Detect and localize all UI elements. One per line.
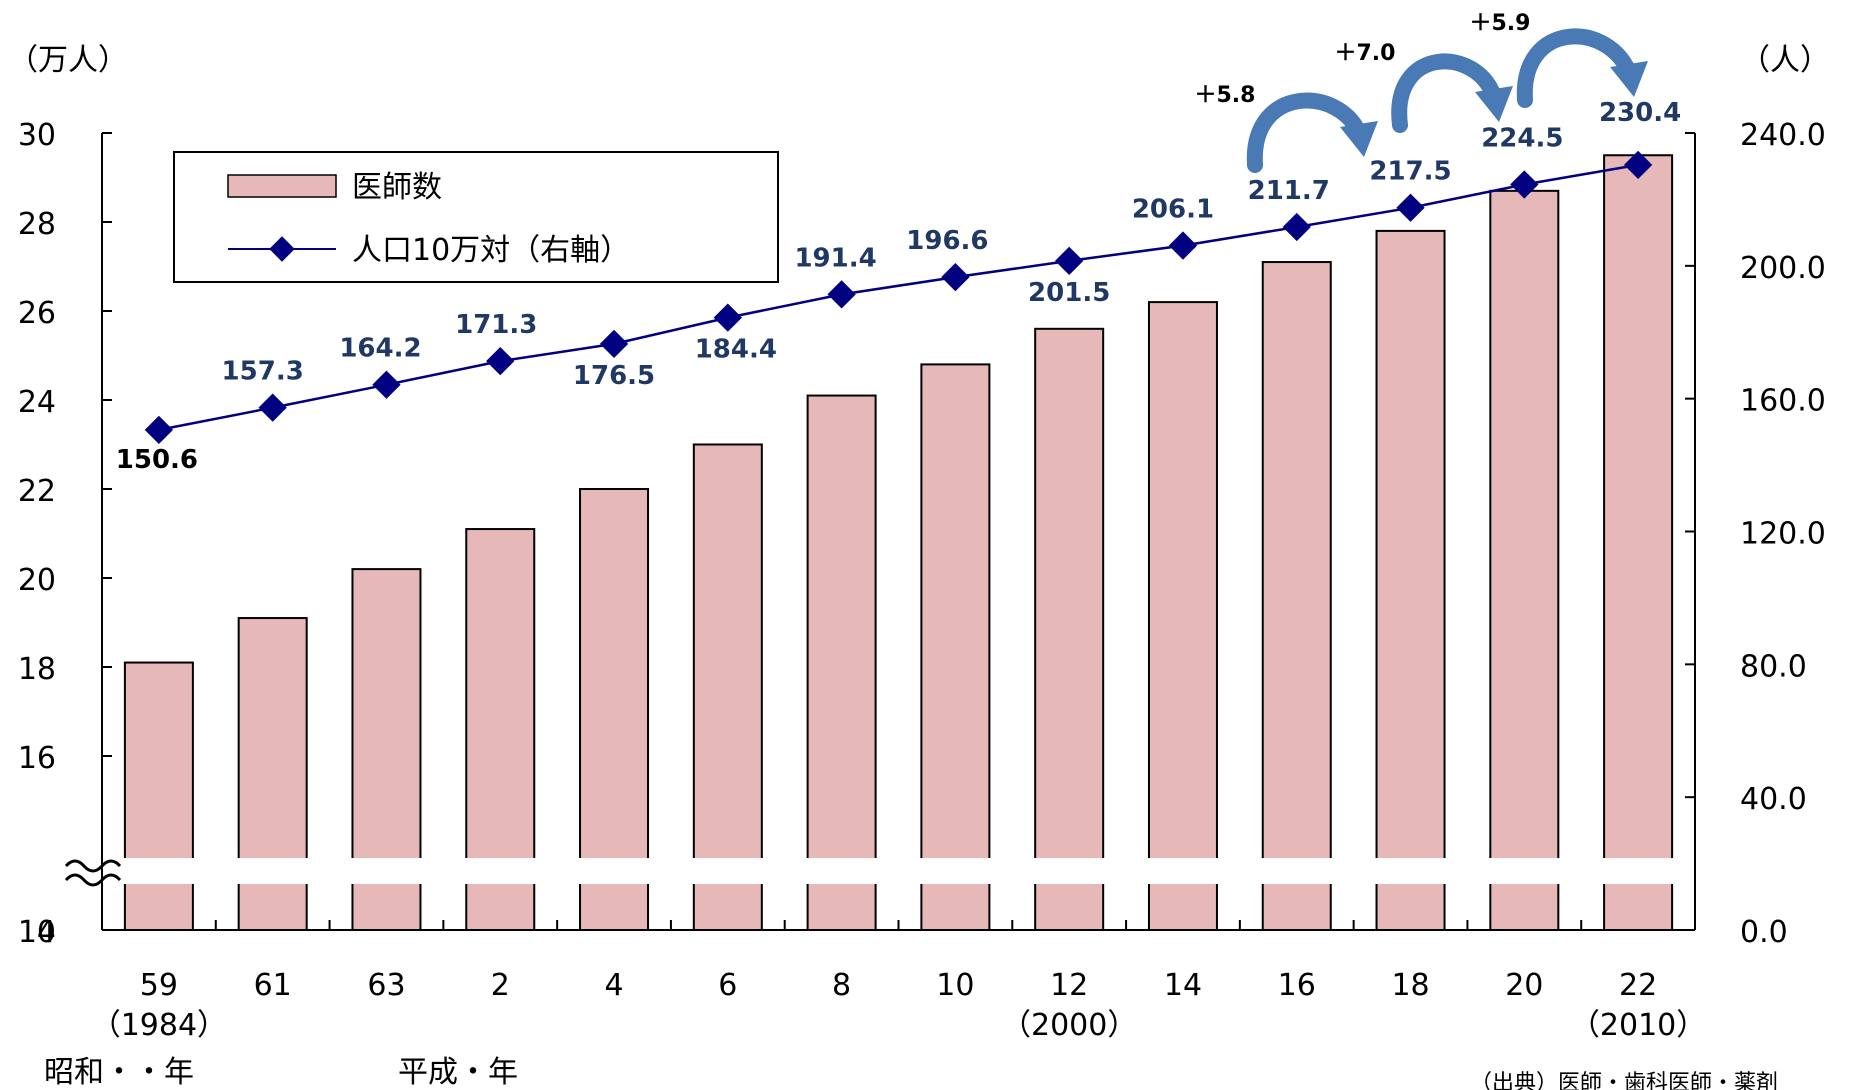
marker-8 (827, 280, 856, 309)
data-label-16: 211.7 (1248, 176, 1330, 206)
marker-59 (144, 415, 174, 445)
data-label-10: 196.6 (906, 226, 988, 256)
marker-2 (486, 346, 515, 376)
right-tick-label: 80.0 (1740, 649, 1807, 684)
bar-59 (123, 661, 194, 931)
bar-6 (692, 443, 763, 931)
marker-18 (1396, 193, 1425, 222)
marker-16 (1282, 212, 1311, 242)
right-axis-unit: （人） (1740, 43, 1830, 78)
change-arrow (1246, 92, 1368, 173)
left-tick-label: 18 (18, 652, 56, 687)
left-tick-label: 0 (37, 915, 56, 950)
marker-14 (1168, 231, 1198, 260)
data-label-18: 217.5 (1369, 157, 1451, 187)
bar-18 (1375, 229, 1446, 931)
right-tick-label: 240.0 (1740, 118, 1826, 153)
marker-10 (941, 262, 970, 292)
data-label-2: 171.3 (455, 310, 537, 340)
change-arrowhead (1610, 61, 1648, 97)
marker-61 (258, 393, 287, 422)
x-tick-label: 10 (936, 968, 974, 1003)
right-tick-label: 40.0 (1740, 782, 1807, 817)
bar-8 (806, 394, 877, 931)
legend-bar-label: 医師数 (352, 170, 442, 205)
change-arrowhead (1340, 121, 1378, 157)
data-label-14: 206.1 (1132, 195, 1214, 225)
bar-20 (1489, 189, 1560, 932)
bar-10 (920, 363, 991, 931)
data-label-4: 176.5 (573, 361, 655, 391)
left-tick-label: 26 (18, 296, 56, 331)
legend-line-label: 人口10万対（右軸） (352, 233, 630, 268)
marker-4 (599, 329, 629, 359)
x-tick-label: 61 (254, 968, 292, 1003)
data-label-22: 230.4 (1599, 98, 1681, 128)
data-label-12: 201.5 (1028, 278, 1110, 308)
legend-bar-swatch (227, 174, 337, 198)
marker-63 (372, 370, 401, 399)
data-label-59: 150.6 (116, 445, 198, 475)
x-tick-label: 2 (491, 968, 510, 1003)
data-label-63: 164.2 (339, 334, 421, 364)
bar-16 (1261, 261, 1332, 931)
left-tick-label: 24 (18, 385, 56, 420)
bar-22 (1603, 154, 1674, 931)
legend: 医師数 人口10万対（右軸） (173, 151, 779, 283)
change-arrow (1391, 53, 1503, 133)
x-tick-label: 4 (604, 968, 623, 1003)
data-label-61: 157.3 (222, 357, 304, 387)
source-note: （出典）医師・歯科医師・薬剤 (1470, 1071, 1778, 1090)
right-tick-label: 120.0 (1740, 517, 1826, 552)
x-tick-label: 59 (140, 968, 178, 1003)
x-tick-label: 16 (1278, 968, 1316, 1003)
left-tick-label: 20 (18, 563, 56, 598)
left-tick-label: 14 (18, 915, 56, 950)
x-tick-label: 14 (1164, 968, 1202, 1003)
marker-12 (1055, 246, 1084, 275)
x-tick-label: 20 (1505, 968, 1543, 1003)
left-tick-label: 22 (18, 474, 56, 509)
series-line (158, 163, 1639, 432)
data-label-20: 224.5 (1481, 123, 1563, 153)
axis-break-mark (64, 859, 122, 887)
legend-line-marker (269, 236, 295, 262)
change-label: ＋5.8 (1195, 83, 1256, 108)
axis-break-band (100, 858, 1700, 884)
axes: 3028262422201816140240.0200.0160.0120.08… (18, 118, 1826, 1043)
change-arrowhead (1475, 86, 1513, 122)
change-arrow (1516, 28, 1638, 108)
bar-14 (1147, 301, 1218, 932)
x-tick-sublabel: （2000） (1001, 1008, 1137, 1043)
x-tick-label: 8 (832, 968, 851, 1003)
left-tick-label: 28 (18, 207, 56, 242)
era-label-showa: 昭和・・年 (44, 1055, 194, 1090)
x-tick-sublabel: （1984） (91, 1008, 227, 1043)
x-tick-label: 18 (1391, 968, 1429, 1003)
x-tick-label: 12 (1050, 968, 1088, 1003)
marker-20 (1510, 170, 1539, 199)
era-label-heisei: 平成・年 (398, 1055, 518, 1090)
right-tick-label: 0.0 (1740, 915, 1788, 950)
x-tick-sublabel: （2010） (1570, 1008, 1706, 1043)
data-label-8: 191.4 (794, 243, 876, 273)
right-tick-label: 160.0 (1740, 384, 1826, 419)
change-annotations: ＋5.8 ＋7.0 ＋5.9 (1195, 11, 1648, 173)
bar-12 (1034, 327, 1105, 931)
marker-6 (713, 303, 742, 332)
data-label-6: 184.4 (695, 335, 777, 365)
left-tick-label: 16 (18, 741, 56, 776)
change-label: ＋5.9 (1470, 11, 1531, 36)
change-label: ＋7.0 (1335, 41, 1396, 66)
right-tick-label: 200.0 (1740, 251, 1826, 286)
left-tick-label: 30 (18, 118, 56, 153)
marker-22 (1623, 150, 1653, 180)
x-tick-label: 63 (367, 968, 405, 1003)
left-axis-unit: （万人） (8, 43, 128, 78)
line-series: 150.6 157.3 164.2 171.3 176.5 184.4 191.4 196.6… (116, 98, 1681, 475)
x-tick-label: 6 (718, 968, 737, 1003)
x-tick-label: 22 (1619, 968, 1657, 1003)
